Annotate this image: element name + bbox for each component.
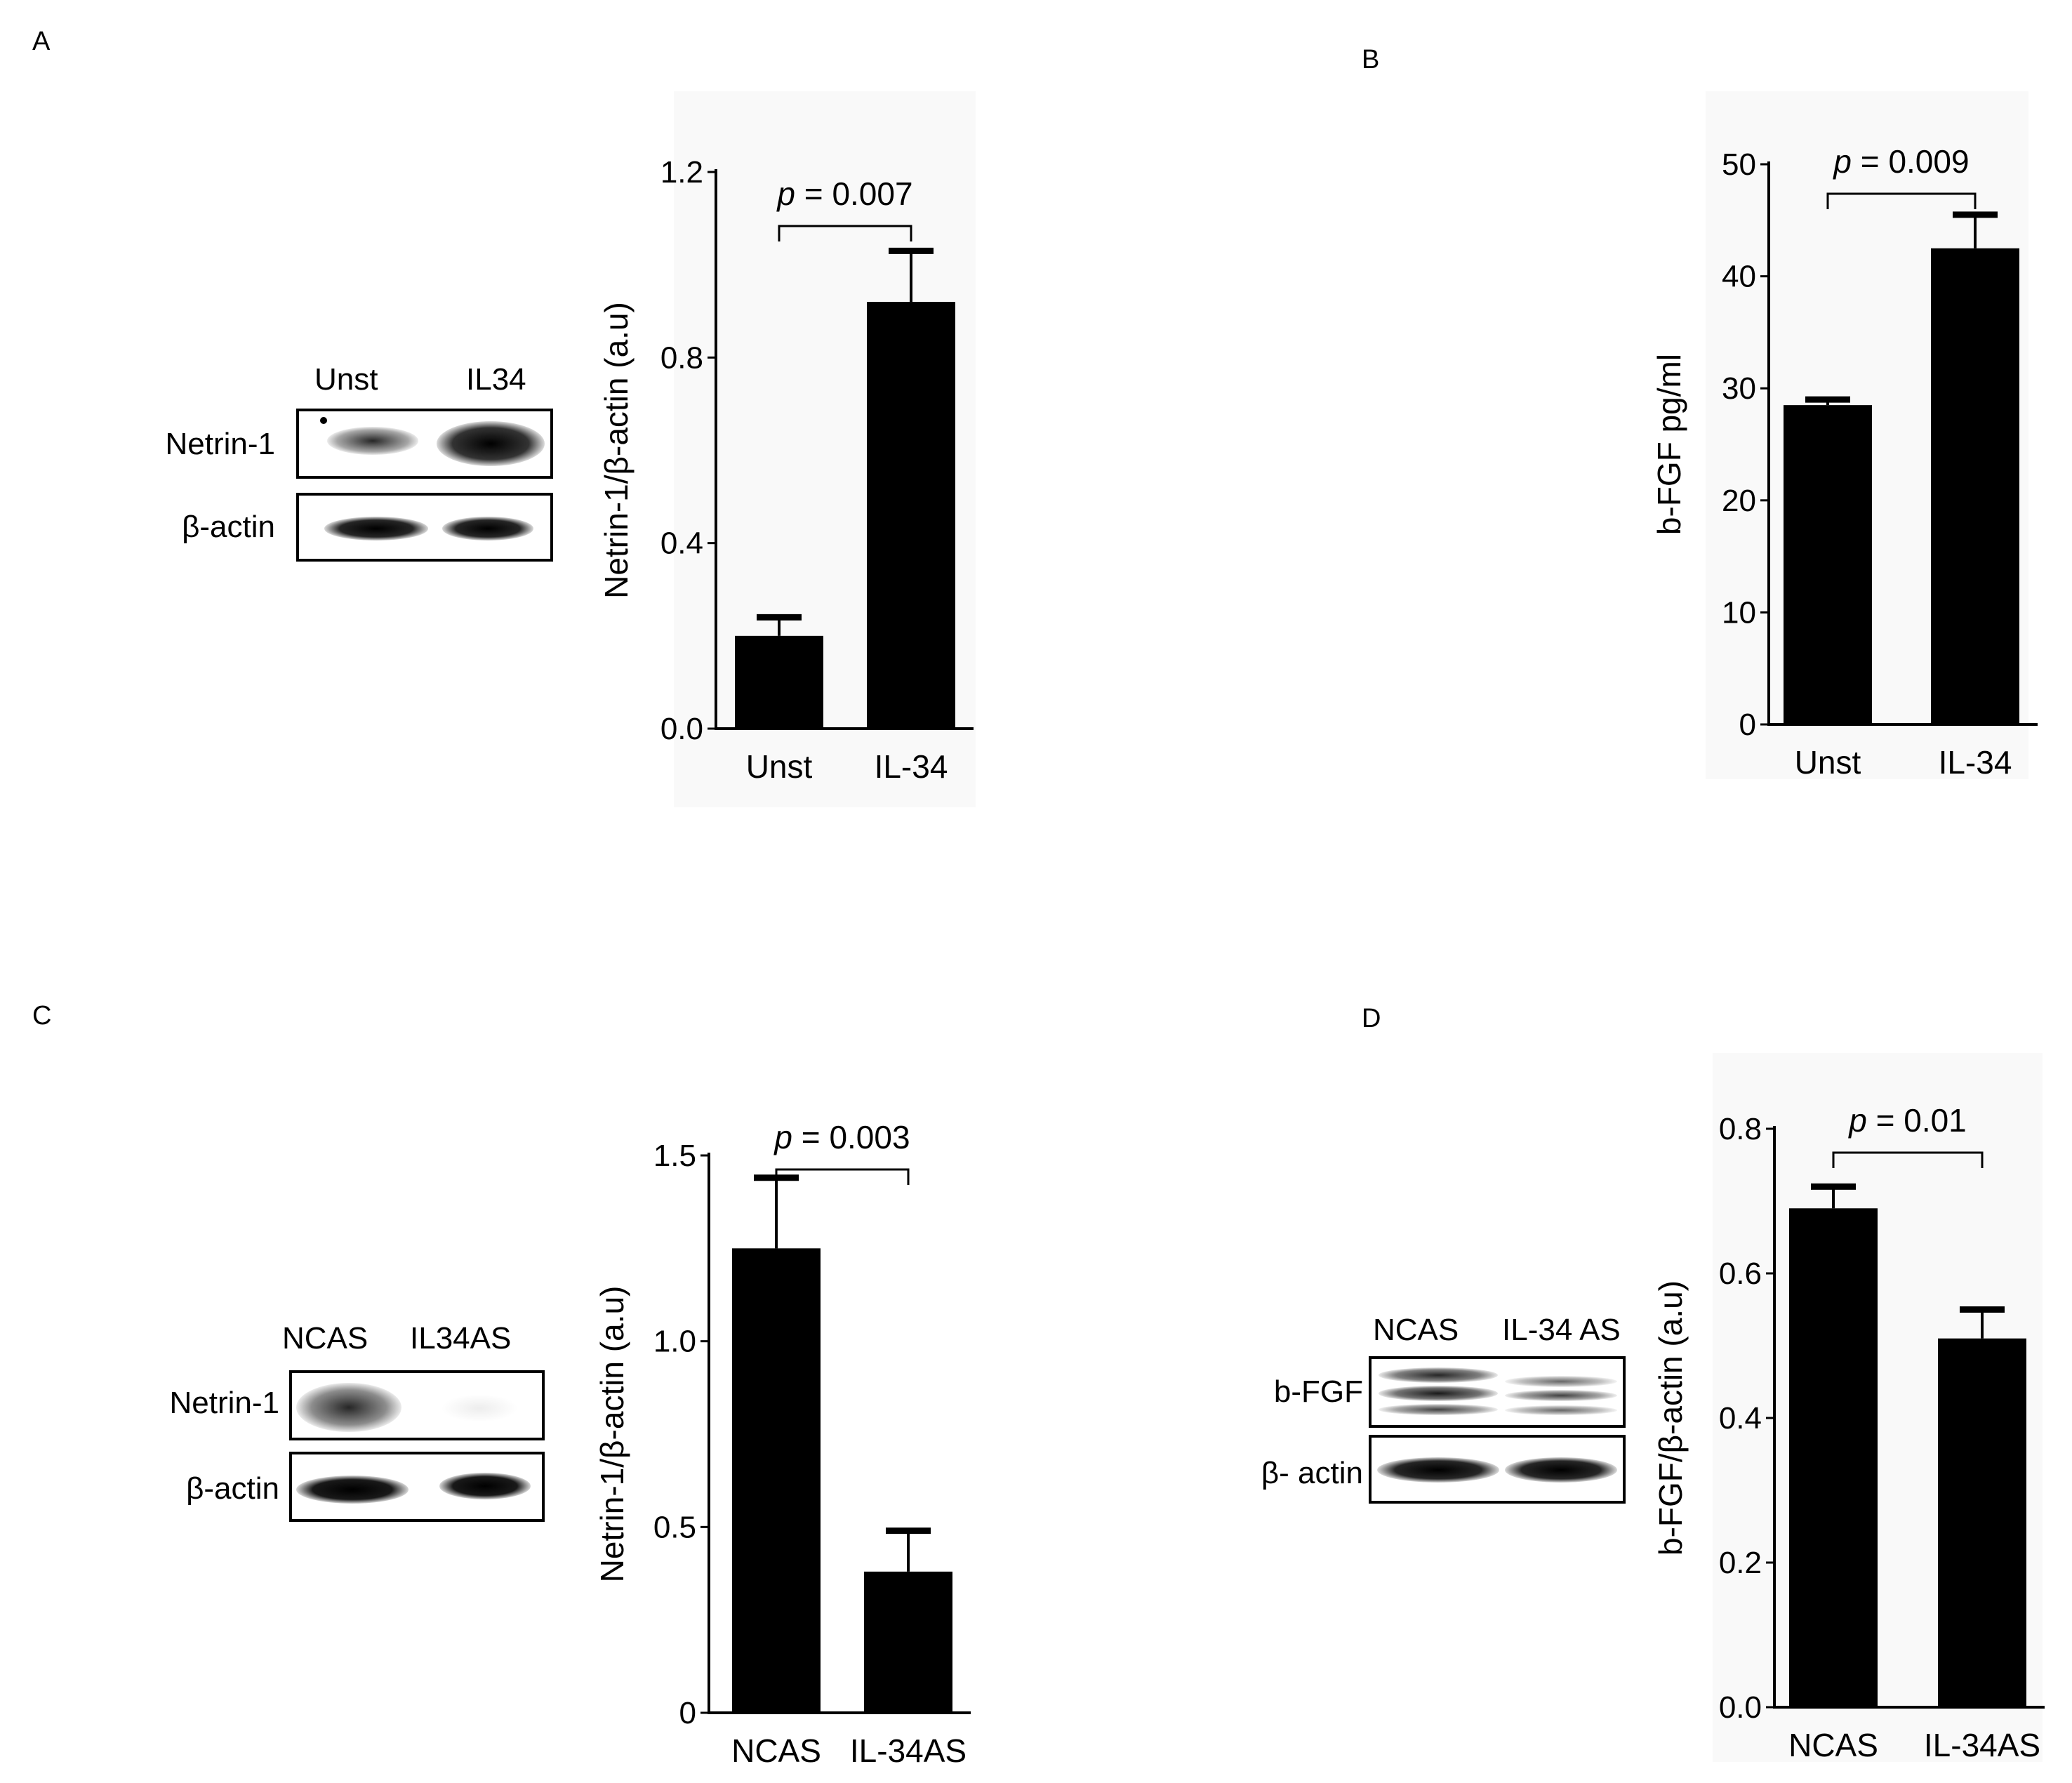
panel-letter-d: D — [1362, 1004, 1381, 1033]
p-value-annotation: p = 0.007 — [776, 175, 912, 212]
y-tick-label: 0 — [1739, 708, 1756, 742]
band — [1505, 1376, 1617, 1387]
category-label: NCAS — [731, 1732, 821, 1769]
bar-chart-a: 0.0 0.4 0.8 1.2 Unst IL-34 p = 0.007 Netrin-1/β… — [598, 91, 976, 807]
blot-d-lane-2: IL-34 AS — [1502, 1313, 1621, 1347]
blot-a-netrin-box — [296, 409, 553, 479]
band — [1505, 1390, 1617, 1401]
y-tick-label: 30 — [1722, 371, 1756, 406]
band — [1379, 1386, 1498, 1401]
significance-bracket — [778, 225, 912, 241]
blot-a-row-1-label: Netrin-1 — [165, 427, 276, 461]
blot-a-row-2-label: β-actin — [182, 510, 275, 544]
bar — [1789, 1208, 1878, 1707]
bar-chart-d: 0.0 0.2 0.4 0.6 0.8 NCAS IL-34AS p = 0.01 b-FGF/… — [1652, 1053, 2045, 1763]
category-label: Unst — [746, 748, 813, 785]
bar — [864, 1571, 952, 1713]
band — [437, 421, 545, 466]
blot-d-row-2-label: β- actin — [1261, 1456, 1363, 1490]
p-value-annotation: p = 0.009 — [1832, 143, 1969, 180]
band — [1379, 1404, 1498, 1415]
band — [327, 427, 418, 455]
y-axis-label: Netrin-1/β-actin (a.u) — [598, 302, 635, 599]
bar — [1784, 405, 1872, 724]
y-axis-label: b-FGF pg/ml — [1651, 354, 1687, 535]
y-tick-label: 20 — [1722, 484, 1756, 518]
band — [441, 1394, 518, 1422]
band — [439, 1473, 531, 1499]
blot-c-actin-box — [289, 1452, 545, 1522]
blot-c-lane-1: NCAS — [282, 1321, 368, 1356]
p-symbol: p — [776, 175, 795, 212]
significance-bracket — [775, 1168, 910, 1185]
category-label: IL-34 — [875, 748, 948, 785]
y-tick-label: 0.5 — [653, 1510, 696, 1544]
band — [442, 517, 533, 541]
category-label: IL-34AS — [850, 1732, 967, 1769]
band — [1377, 1457, 1499, 1483]
category-label: IL-34AS — [1924, 1727, 2040, 1763]
y-tick-label: 0 — [679, 1696, 696, 1730]
bar-chart-b: 0 10 20 30 40 50 Unst IL-34 p = 0.009 b-FGF pg/ml — [1651, 91, 2038, 781]
y-tick-label: 1.5 — [653, 1139, 696, 1173]
blot-c-lane-2: IL34AS — [410, 1321, 512, 1356]
band — [1505, 1405, 1617, 1415]
p-value-text: = 0.009 — [1852, 143, 1970, 180]
y-tick-label: 50 — [1722, 147, 1756, 182]
bar — [735, 635, 823, 729]
bar — [1938, 1338, 2026, 1707]
y-tick-label: 1.0 — [653, 1325, 696, 1359]
blot-c-row-1-label: Netrin-1 — [169, 1386, 280, 1420]
band — [324, 517, 428, 541]
bar — [867, 302, 955, 729]
bar — [1931, 248, 2019, 724]
p-symbol: p — [773, 1119, 792, 1155]
significance-bracket — [1826, 192, 1977, 209]
p-value-text: = 0.01 — [1867, 1102, 1967, 1139]
bar-chart-c: 0 0.5 1.0 1.5 NCAS IL-34AS p = 0.003 Netrin-1/β… — [594, 1119, 971, 1769]
y-tick-label: 0.4 — [660, 526, 703, 561]
significance-bracket — [1832, 1151, 1984, 1168]
y-axis-label: b-FGF/β-actin (a.u) — [1652, 1280, 1689, 1556]
p-value-annotation: p = 0.01 — [1847, 1102, 1967, 1139]
y-tick-label: 1.2 — [660, 155, 703, 190]
y-tick-label: 10 — [1722, 595, 1756, 630]
band — [320, 417, 327, 424]
blot-d-actin-box — [1369, 1435, 1626, 1504]
y-tick-label: 0.4 — [1719, 1401, 1762, 1436]
bar — [732, 1248, 821, 1713]
y-tick-label: 40 — [1722, 260, 1756, 294]
blot-a-lane-1: Unst — [314, 362, 378, 397]
band — [296, 1476, 409, 1504]
panel-letter-a: A — [32, 27, 51, 56]
band — [1379, 1367, 1498, 1383]
y-tick-label: 0.8 — [660, 340, 703, 375]
blot-c-netrin-box — [289, 1370, 545, 1440]
blot-a-lane-2: IL34 — [466, 362, 526, 397]
y-axis-label: Netrin-1/β-actin (a.u) — [594, 1286, 630, 1583]
blot-d-bfgf-box — [1369, 1356, 1626, 1428]
p-value-text: = 0.007 — [795, 175, 913, 212]
p-symbol: p — [1832, 143, 1852, 180]
band — [296, 1383, 401, 1432]
category-label: IL-34 — [1939, 744, 2012, 781]
p-value-annotation: p = 0.003 — [773, 1119, 910, 1155]
category-label: NCAS — [1788, 1727, 1878, 1763]
blot-a-actin-box — [296, 493, 553, 562]
y-tick-label: 0.8 — [1719, 1112, 1762, 1146]
panel-letter-c: C — [32, 1001, 52, 1030]
band — [1505, 1457, 1617, 1483]
blot-d-lane-1: NCAS — [1373, 1313, 1459, 1347]
blot-d-row-1-label: b-FGF — [1273, 1374, 1363, 1409]
y-tick-label: 0.0 — [1719, 1690, 1762, 1725]
y-tick-label: 0.0 — [660, 712, 703, 746]
panel-letter-b: B — [1362, 45, 1380, 74]
y-tick-label: 0.2 — [1719, 1546, 1762, 1580]
p-symbol: p — [1847, 1102, 1867, 1139]
blot-c-row-2-label: β-actin — [186, 1471, 279, 1506]
p-value-text: = 0.003 — [792, 1119, 910, 1155]
category-label: Unst — [1795, 744, 1861, 781]
y-tick-label: 0.6 — [1719, 1257, 1762, 1291]
